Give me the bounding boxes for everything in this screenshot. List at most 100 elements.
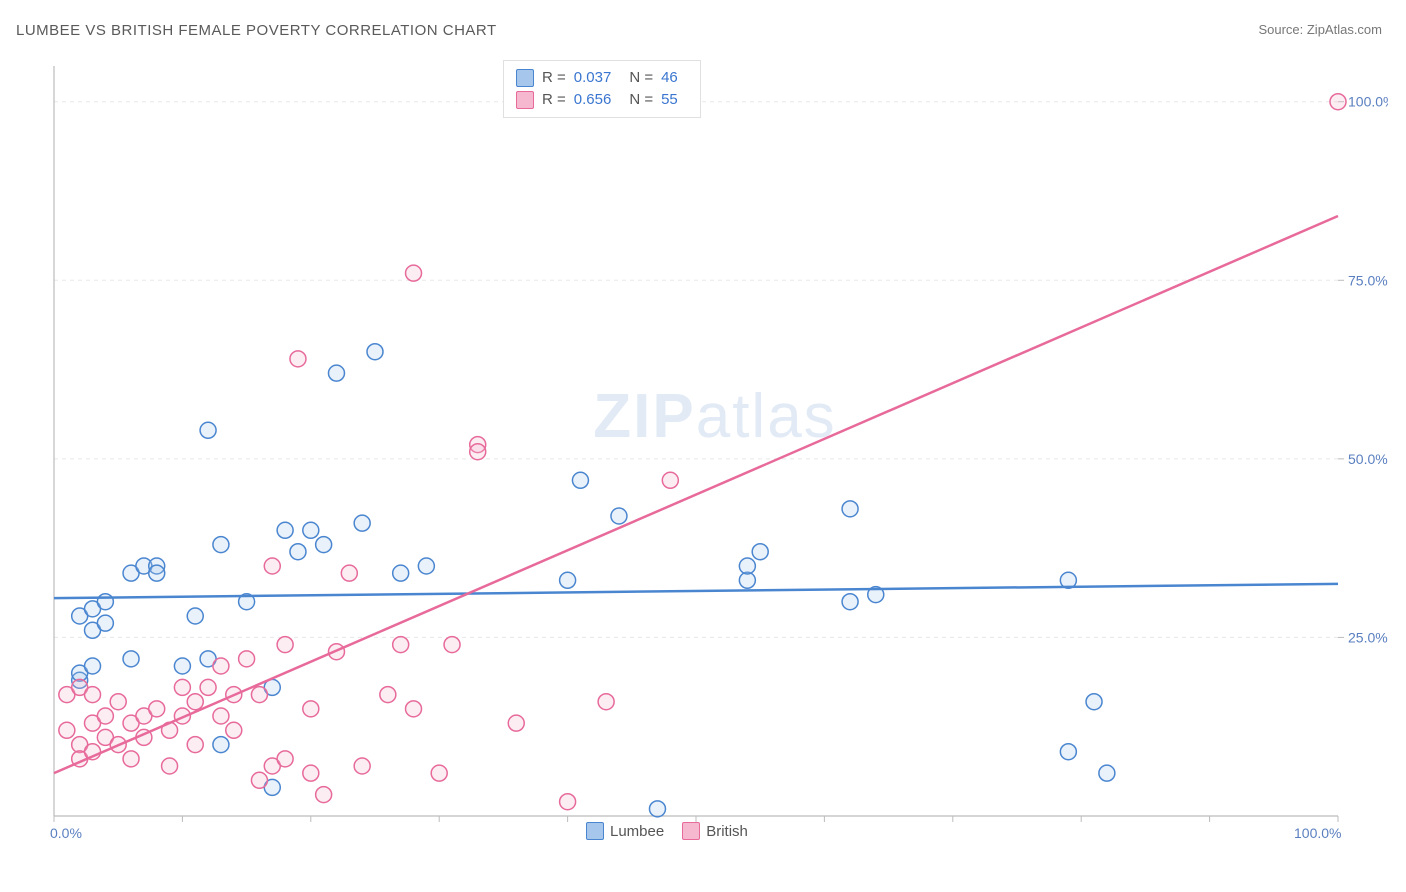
scatter-point	[187, 737, 203, 753]
scatter-point	[162, 758, 178, 774]
scatter-point	[213, 537, 229, 553]
scatter-point	[85, 687, 101, 703]
scatter-point	[842, 501, 858, 517]
scatter-point	[85, 658, 101, 674]
scatter-point	[59, 722, 75, 738]
scatter-point	[149, 565, 165, 581]
legend-n-value: 46	[661, 67, 678, 89]
legend-swatch	[682, 822, 700, 840]
scatter-point	[213, 658, 229, 674]
scatter-point	[110, 694, 126, 710]
scatter-point	[842, 594, 858, 610]
scatter-point	[239, 651, 255, 667]
scatter-point	[1060, 744, 1076, 760]
source-attribution: Source: ZipAtlas.com	[1258, 22, 1382, 37]
y-tick-label: 75.0%	[1348, 272, 1388, 288]
scatter-point	[380, 687, 396, 703]
scatter-point	[303, 701, 319, 717]
scatter-point	[393, 565, 409, 581]
legend-row: R = 0.656 N = 55	[516, 89, 688, 111]
scatter-point	[123, 751, 139, 767]
scatter-point	[97, 594, 113, 610]
correlation-legend: R = 0.037 N = 46 R = 0.656 N = 55	[503, 60, 701, 118]
scatter-point	[200, 679, 216, 695]
scatter-point	[187, 608, 203, 624]
scatter-point	[316, 787, 332, 803]
legend-r-label: R =	[542, 89, 566, 111]
scatter-point	[1099, 765, 1115, 781]
scatter-point	[213, 737, 229, 753]
scatter-point	[752, 544, 768, 560]
legend-swatch	[516, 69, 534, 87]
y-tick-label: 25.0%	[1348, 629, 1388, 645]
trend-line	[54, 216, 1338, 773]
scatter-point	[406, 701, 422, 717]
legend-r-label: R =	[542, 67, 566, 89]
scatter-point	[290, 544, 306, 560]
scatter-point	[662, 472, 678, 488]
scatter-point	[251, 687, 267, 703]
scatter-point	[611, 508, 627, 524]
legend-row: R = 0.037 N = 46	[516, 67, 688, 89]
series-name: Lumbee	[610, 823, 664, 840]
scatter-point	[277, 751, 293, 767]
scatter-point	[174, 679, 190, 695]
scatter-point	[213, 708, 229, 724]
legend-n-label: N =	[629, 67, 653, 89]
scatter-point	[341, 565, 357, 581]
legend-swatch	[586, 822, 604, 840]
series-legend-item: Lumbee	[586, 822, 664, 840]
scatter-point	[200, 422, 216, 438]
y-tick-label: 100.0%	[1348, 94, 1388, 110]
scatter-point	[354, 758, 370, 774]
scatter-point	[444, 637, 460, 653]
trend-line	[54, 584, 1338, 598]
scatter-point	[1086, 694, 1102, 710]
scatter-point	[303, 765, 319, 781]
scatter-point	[123, 651, 139, 667]
legend-r-value: 0.656	[574, 89, 612, 111]
scatter-point	[251, 772, 267, 788]
scatter-point	[508, 715, 524, 731]
chart-title: LUMBEE VS BRITISH FEMALE POVERTY CORRELA…	[16, 22, 497, 39]
scatter-point	[97, 615, 113, 631]
source-prefix: Source:	[1258, 22, 1306, 37]
scatter-point	[470, 444, 486, 460]
scatter-point	[264, 558, 280, 574]
series-name: British	[706, 823, 748, 840]
legend-r-value: 0.037	[574, 67, 612, 89]
y-tick-label: 50.0%	[1348, 451, 1388, 467]
legend-n-value: 55	[661, 89, 678, 111]
scatter-point	[739, 558, 755, 574]
scatter-point	[393, 637, 409, 653]
series-legend: Lumbee British	[586, 822, 748, 840]
scatter-point	[277, 522, 293, 538]
scatter-point	[174, 658, 190, 674]
scatter-point	[1330, 94, 1346, 110]
scatter-point	[560, 572, 576, 588]
legend-n-label: N =	[629, 89, 653, 111]
scatter-point	[97, 708, 113, 724]
scatter-point	[431, 765, 447, 781]
scatter-point	[316, 537, 332, 553]
scatter-point	[572, 472, 588, 488]
scatter-point	[649, 801, 665, 817]
scatter-point	[598, 694, 614, 710]
scatter-point	[367, 344, 383, 360]
scatter-point	[560, 794, 576, 810]
scatter-point	[226, 722, 242, 738]
scatter-point	[290, 351, 306, 367]
x-tick-label: 0.0%	[50, 825, 82, 841]
series-legend-item: British	[682, 822, 748, 840]
source-link[interactable]: ZipAtlas.com	[1307, 22, 1382, 37]
scatter-chart: 25.0% 50.0% 75.0% 100.0% 0.0% 100.0%	[48, 56, 1388, 846]
scatter-point	[418, 558, 434, 574]
scatter-point	[406, 265, 422, 281]
x-tick-label: 100.0%	[1294, 825, 1341, 841]
scatter-point	[303, 522, 319, 538]
scatter-point	[149, 701, 165, 717]
scatter-point	[277, 637, 293, 653]
legend-swatch	[516, 91, 534, 109]
scatter-point	[354, 515, 370, 531]
scatter-point	[328, 365, 344, 381]
